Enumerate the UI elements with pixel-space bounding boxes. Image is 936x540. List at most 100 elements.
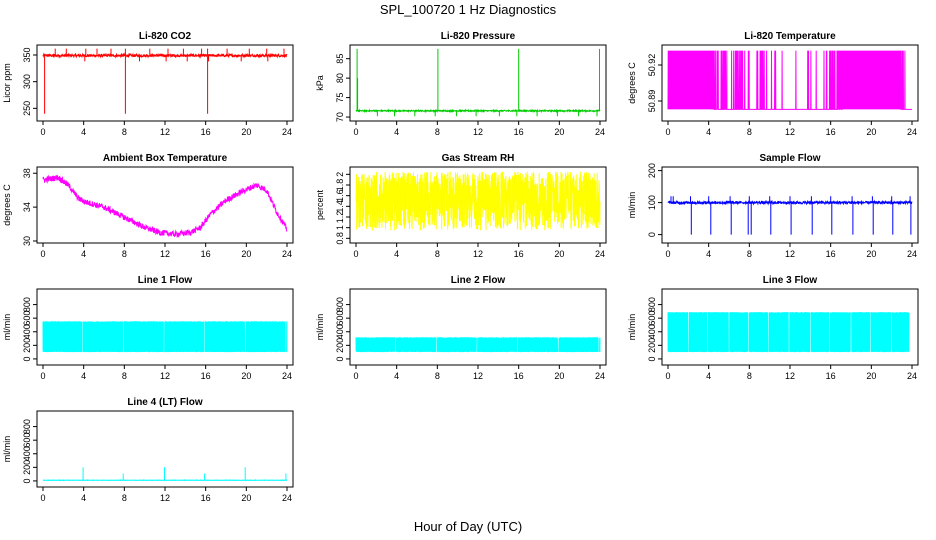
- x-tick-label: 16: [201, 127, 211, 137]
- x-tick-label: 20: [866, 249, 876, 259]
- y-tick-label: 1.6: [335, 189, 345, 202]
- x-tick-label: 20: [241, 493, 251, 503]
- y-axis-label: ml/min: [315, 314, 325, 341]
- series-line: [42, 321, 288, 353]
- y-tick-label: 80: [335, 73, 345, 83]
- x-tick-label: 20: [241, 249, 251, 259]
- y-tick-label: 400: [647, 324, 657, 339]
- y-tick-label: 0: [22, 356, 32, 361]
- y-tick-label: 0.8: [335, 232, 345, 245]
- x-tick-label: 8: [122, 127, 127, 137]
- series-line: [667, 312, 910, 353]
- y-tick-label: 75: [335, 93, 345, 103]
- x-tick-label: 20: [554, 127, 564, 137]
- y-tick-label: 50.92: [647, 54, 657, 77]
- x-tick-label: 4: [81, 371, 86, 381]
- panel-line-4-lt-flow: Line 4 (LT) Flow 0 4 8 12 16 20 24 0 200400600800…: [2, 397, 294, 503]
- y-tick-label: 800: [335, 297, 345, 312]
- y-tick-label: 300: [22, 74, 32, 89]
- panel-ambient-box-temperature: Ambient Box Temperature 0 4 8 12 16 20 24 30 34 38…: [2, 153, 294, 259]
- x-tick-label: 8: [122, 371, 127, 381]
- y-axis-label: percent: [315, 189, 325, 220]
- x-tick-label: 0: [665, 371, 670, 381]
- panel-li-820-co2: Li-820 CO2 0 4 8 12 16 20 24 250 300 350 Licor ppm: [2, 31, 294, 137]
- panel-li-820-temperature: Li-820 Temperature 0 4 8 12 16 20 24 50.89 50.92 d…: [627, 31, 919, 137]
- y-tick-label: 1.4: [335, 200, 345, 213]
- y-axis-label: ml/min: [2, 436, 12, 463]
- y-tick-label: 2: [335, 172, 345, 177]
- x-tick-label: 0: [353, 127, 358, 137]
- y-tick-label: 400: [22, 446, 32, 461]
- x-tick-label: 24: [907, 371, 917, 381]
- x-tick-label: 16: [201, 371, 211, 381]
- panel-title: Sample Flow: [759, 153, 820, 164]
- plot-frame: [349, 288, 607, 366]
- y-tick-label: 1.8: [335, 179, 345, 192]
- x-tick-label: 24: [282, 493, 292, 503]
- x-tick-label: 0: [665, 127, 670, 137]
- x-tick-label: 12: [473, 371, 483, 381]
- y-tick-label: 400: [335, 324, 345, 339]
- x-tick-label: 20: [241, 371, 251, 381]
- x-tick-label: 12: [785, 371, 795, 381]
- x-tick-label: 16: [201, 249, 211, 259]
- y-tick-label: 38: [22, 168, 32, 178]
- x-tick-label: 16: [826, 371, 836, 381]
- x-tick-label: 0: [40, 371, 45, 381]
- x-tick-label: 24: [595, 127, 605, 137]
- x-tick-label: 8: [122, 249, 127, 259]
- x-tick-label: 20: [866, 371, 876, 381]
- x-tick-label: 12: [160, 493, 170, 503]
- y-tick-label: 0: [647, 232, 657, 237]
- y-tick-label: 400: [22, 324, 32, 339]
- y-tick-label: 600: [22, 433, 32, 448]
- y-tick-label: 200: [647, 338, 657, 353]
- x-tick-label: 24: [907, 127, 917, 137]
- series-line: [667, 50, 912, 110]
- series-line: [42, 174, 288, 239]
- x-tick-label: 4: [706, 249, 711, 259]
- x-tick-label: 16: [514, 249, 524, 259]
- y-tick-label: 350: [22, 47, 32, 62]
- x-tick-label: 12: [160, 127, 170, 137]
- x-tick-label: 8: [122, 493, 127, 503]
- x-tick-label: 16: [201, 493, 211, 503]
- x-tick-label: 0: [665, 249, 670, 259]
- x-tick-label: 8: [435, 249, 440, 259]
- panel-sample-flow: Sample Flow 0 4 8 12 16 20 24 0 100 200 ml/min: [627, 153, 919, 259]
- panel-title: Li-820 Pressure: [441, 31, 516, 42]
- y-axis-label: degrees C: [627, 62, 637, 104]
- figure-x-axis-label: Hour of Day (UTC): [414, 519, 522, 534]
- x-tick-label: 20: [866, 127, 876, 137]
- y-tick-label: 200: [22, 338, 32, 353]
- series-line: [42, 48, 288, 114]
- figure-title: SPL_100720 1 Hz Diagnostics: [380, 2, 557, 17]
- x-tick-label: 0: [353, 371, 358, 381]
- x-tick-label: 8: [435, 127, 440, 137]
- x-tick-label: 24: [595, 371, 605, 381]
- x-tick-label: 12: [160, 249, 170, 259]
- y-axis-label: degrees C: [2, 184, 12, 226]
- plot-frame: [661, 166, 919, 244]
- x-tick-label: 4: [81, 127, 86, 137]
- x-tick-label: 4: [81, 493, 86, 503]
- y-tick-label: 0: [22, 478, 32, 483]
- x-tick-label: 4: [81, 249, 86, 259]
- x-tick-label: 0: [40, 493, 45, 503]
- y-tick-label: 0: [335, 356, 345, 361]
- x-tick-label: 8: [747, 127, 752, 137]
- x-tick-label: 16: [514, 127, 524, 137]
- x-tick-label: 16: [826, 127, 836, 137]
- panel-title: Line 2 Flow: [451, 275, 506, 286]
- panel-title: Line 4 (LT) Flow: [127, 397, 203, 408]
- x-tick-label: 12: [785, 249, 795, 259]
- panel-title: Li-820 Temperature: [744, 31, 836, 42]
- y-tick-label: 800: [22, 297, 32, 312]
- y-tick-label: 250: [22, 101, 32, 116]
- x-tick-label: 12: [785, 127, 795, 137]
- x-tick-label: 20: [554, 371, 564, 381]
- y-tick-label: 800: [647, 297, 657, 312]
- y-tick-label: 100: [647, 195, 657, 210]
